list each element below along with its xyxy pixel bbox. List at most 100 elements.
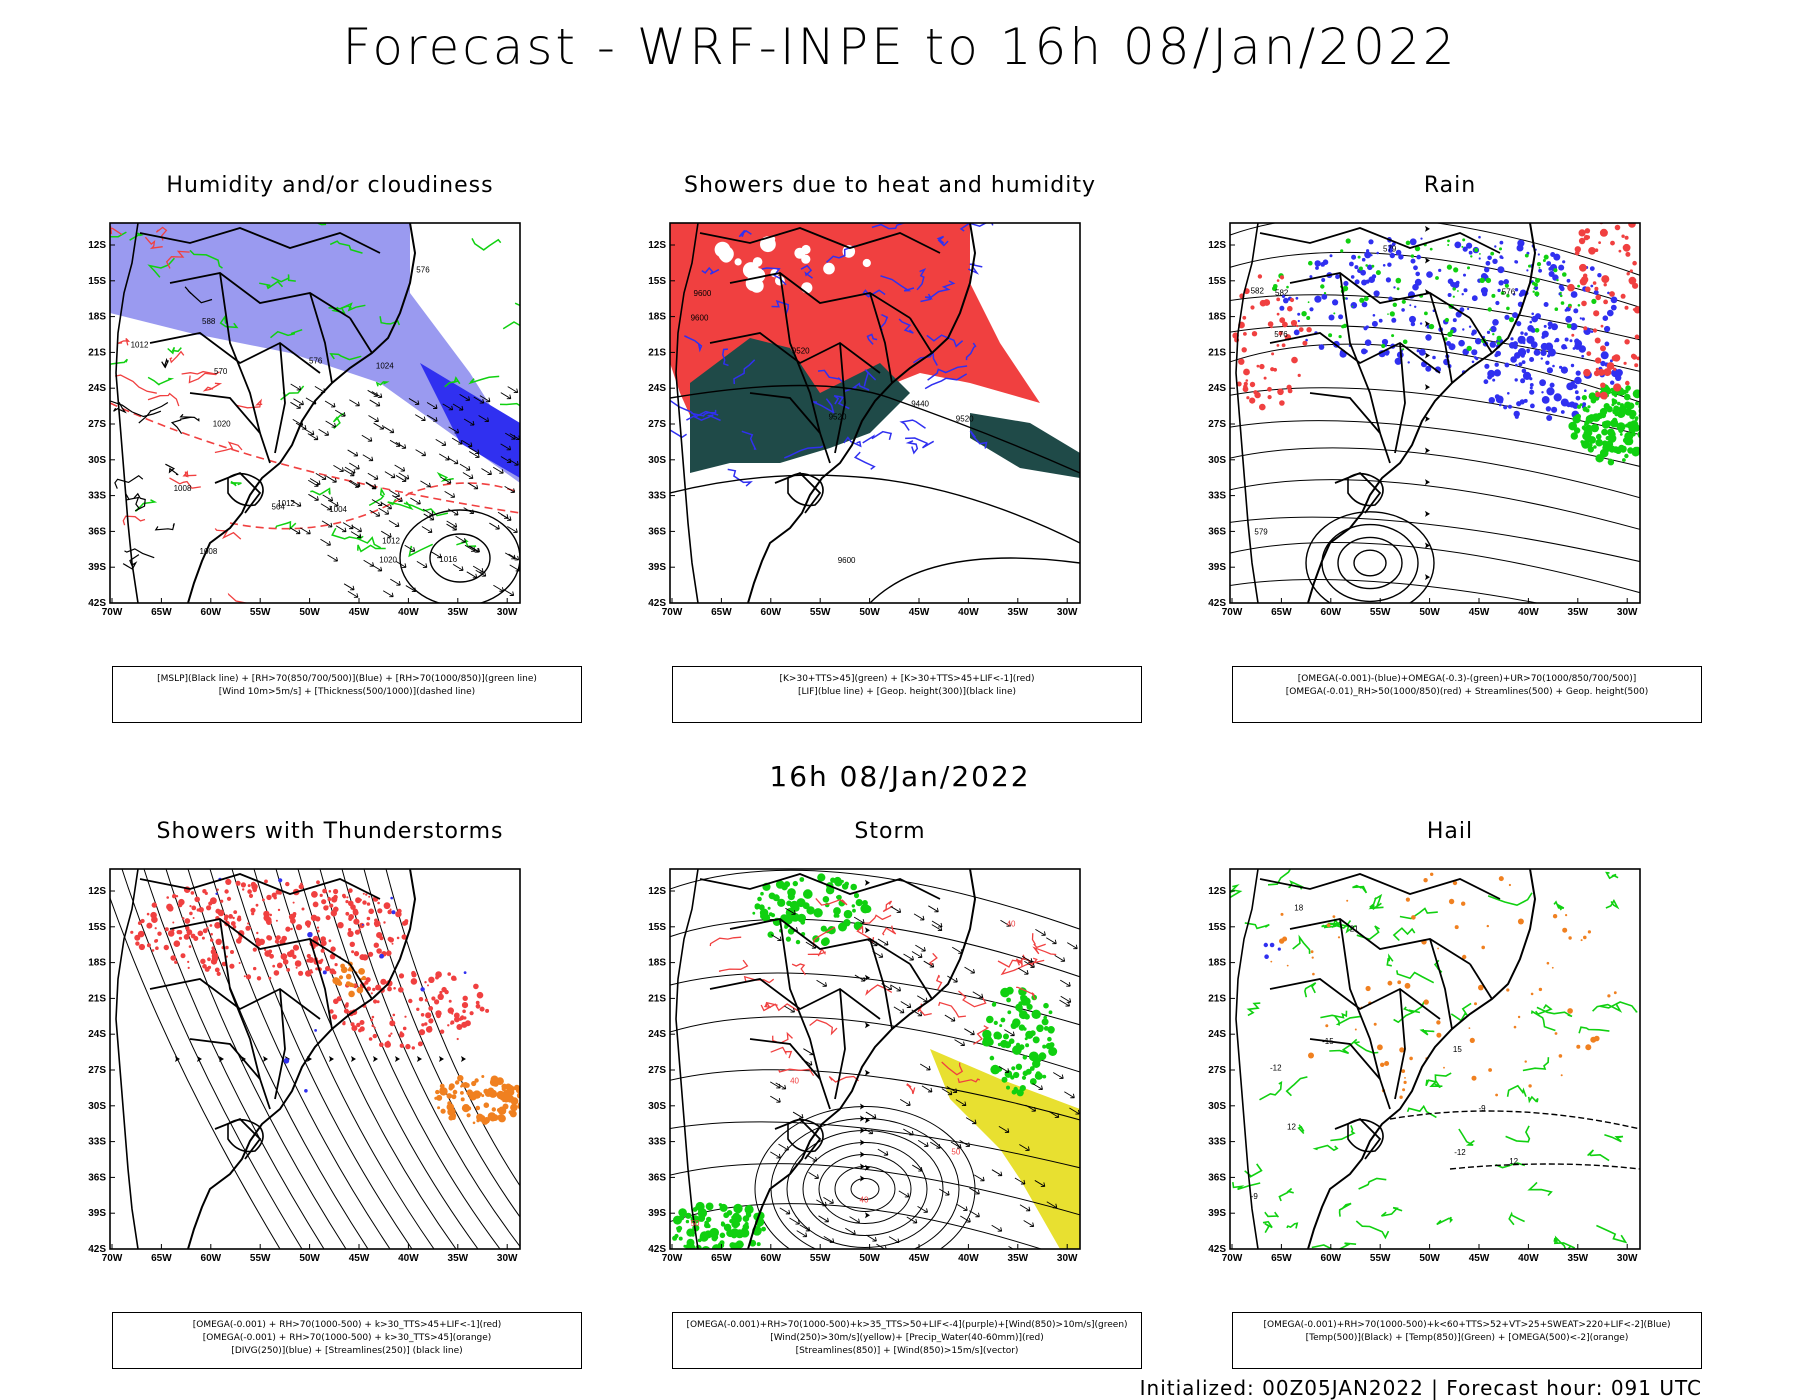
lat-tick-label: 24S [648, 1029, 666, 1040]
contour-label: 1008 [174, 484, 192, 493]
omega-blue [1438, 268, 1442, 272]
streamline [319, 869, 501, 1249]
thunderstorm-red [269, 913, 272, 917]
thunderstorm-red [264, 879, 268, 884]
thunderstorm-red [316, 880, 320, 885]
border-line [1269, 332, 1441, 374]
border-line [1339, 918, 1381, 1080]
thunderstorm-red [387, 986, 392, 992]
omega-blue [1520, 378, 1526, 384]
wind850-green [792, 880, 798, 887]
wind-vector [404, 544, 416, 552]
panel-showers-heat-humidity: Showers due to heat and humidity 9600 960… [620, 173, 1160, 733]
thunderstorm-red [308, 957, 314, 963]
wind-vector [1021, 955, 1033, 963]
thunderstorm-red [194, 896, 200, 903]
omega-blue [1521, 360, 1526, 364]
omega-blue [1370, 254, 1373, 257]
omega500-orange [1524, 1060, 1527, 1063]
thunderstorm-red [398, 987, 404, 993]
omega-blue [1385, 350, 1390, 355]
wind850-green [1042, 1074, 1047, 1079]
thunderstorm-red [368, 1037, 373, 1041]
omega500-orange [1517, 1015, 1521, 1019]
omega-green [1601, 440, 1608, 447]
omega500-orange [1551, 966, 1554, 969]
temp850-line [1267, 869, 1292, 886]
lat-tick-label: 18S [88, 312, 106, 323]
omega500-orange [1325, 1024, 1329, 1028]
omega-red [1642, 265, 1648, 271]
thunderstorm-red [185, 925, 190, 931]
thunderstorm-red [461, 1015, 464, 1019]
legend-line: [Wind(250)>30m/s](yellow)+ [Precip_Water… [770, 1333, 1044, 1343]
lat-tick-label: 18S [1208, 312, 1226, 323]
omega-green [1612, 446, 1620, 453]
contour-label: -12 [1454, 1148, 1466, 1157]
lif-line [905, 440, 919, 455]
rh-green-line [468, 375, 500, 385]
wind850-green [678, 1236, 683, 1241]
omega500-orange [1546, 961, 1550, 965]
wind-vector [1004, 1029, 1015, 1037]
thunderstorm-red [174, 960, 178, 964]
omega-green [1607, 434, 1617, 443]
lat-tick-label: 33S [648, 1137, 666, 1148]
omega-red [1632, 260, 1637, 266]
border-line [349, 963, 373, 1000]
wind-vector [395, 441, 407, 449]
wind-vector [1054, 954, 1066, 962]
border-line [219, 272, 261, 434]
omega500-orange [1517, 918, 1524, 925]
streamline-arrow [860, 1151, 865, 1158]
thunderstorm-orange [451, 1115, 456, 1120]
wind850-green [1015, 1089, 1019, 1092]
omega-green [1581, 395, 1587, 401]
omega-blue [1467, 307, 1470, 310]
thunderstorm-red [305, 970, 312, 977]
thunderstorm-red [264, 950, 271, 957]
omega-blue [1328, 314, 1335, 321]
thunderstorm-red [368, 908, 375, 915]
omega-red [1291, 356, 1298, 364]
lon-tick-label: 65W [151, 1253, 172, 1264]
omega-green [1466, 345, 1472, 352]
wind850-green [706, 1224, 711, 1229]
omega-red [1631, 354, 1638, 360]
wind-vector [290, 499, 302, 507]
lat-tick-label: 30S [648, 1101, 666, 1112]
omega-red [1640, 272, 1645, 277]
omega-blue [1565, 346, 1568, 349]
rh-green-line [331, 527, 364, 540]
omega-red [1254, 391, 1261, 399]
wind-vector [900, 1001, 912, 1008]
omega-blue [1503, 405, 1508, 410]
lat-tick-label: 27S [88, 419, 106, 430]
thunderstorm-red [328, 890, 332, 893]
thunderstorm-red [444, 989, 449, 995]
thunderstorm-red [224, 914, 229, 919]
wind850-green [815, 913, 820, 918]
omega-blue [1293, 329, 1300, 336]
border-line [149, 332, 321, 374]
thunderstorm-red [343, 1008, 349, 1014]
lif-line [817, 369, 845, 384]
thunderstorm-red [447, 1024, 450, 1027]
lat-tick-label: 36S [1208, 1172, 1226, 1183]
contour-label: 9440 [911, 400, 929, 409]
temp850-line [1320, 1010, 1348, 1019]
omega-blue [1315, 266, 1319, 270]
precip-water-line [1031, 933, 1046, 949]
wind-vector [507, 526, 518, 533]
lon-tick-label: 40W [398, 607, 419, 618]
lon-tick-label: 45W [1469, 1253, 1490, 1264]
wind-vector [928, 905, 939, 913]
omega-green [1543, 254, 1549, 260]
thunderstorm-red [216, 971, 221, 976]
omega-blue [1487, 372, 1491, 377]
wind-vector [519, 510, 520, 513]
wind-vector [369, 399, 381, 407]
wind-vector [954, 1039, 965, 1047]
thunderstorm-orange [439, 1083, 445, 1089]
thickness-line [114, 374, 157, 394]
